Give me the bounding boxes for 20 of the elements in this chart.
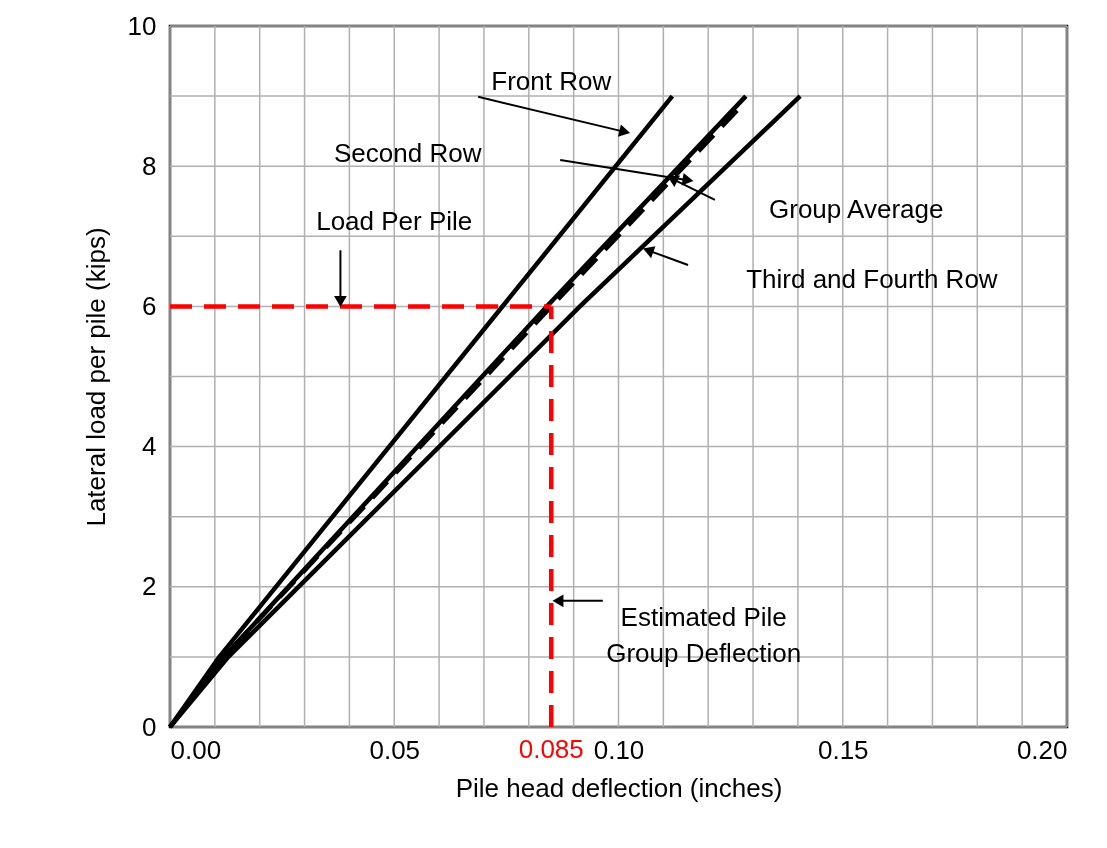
annotation: Group Average bbox=[768, 193, 944, 224]
annotation: Front Row bbox=[491, 66, 612, 97]
ref-line-label: Load Per Pile bbox=[316, 206, 473, 237]
y-axis-title: Lateral load per pile (kips) bbox=[80, 227, 111, 527]
y-tick-label: 4 bbox=[142, 431, 157, 462]
x-tick-label: 0.00 bbox=[170, 734, 222, 765]
x-tick-label: 0.10 bbox=[593, 734, 645, 765]
annotation: Third and Fourth Row bbox=[746, 263, 998, 294]
y-tick-label: 0 bbox=[142, 711, 157, 742]
ref-line-label: Estimated Pile Group Deflection bbox=[606, 602, 802, 669]
annotation: Second Row bbox=[333, 137, 482, 168]
y-tick-label: 6 bbox=[142, 290, 157, 321]
x-tick-label: 0.085 bbox=[518, 734, 584, 764]
y-tick-label: 2 bbox=[142, 571, 157, 602]
x-tick-label: 0.20 bbox=[1016, 734, 1068, 765]
y-tick-label: 10 bbox=[127, 10, 157, 41]
x-tick-label: 0.05 bbox=[369, 734, 421, 765]
y-tick-label: 8 bbox=[142, 150, 157, 181]
x-axis-title: Pile head deflection (inches) bbox=[455, 772, 783, 803]
x-tick-label: 0.15 bbox=[817, 734, 869, 765]
